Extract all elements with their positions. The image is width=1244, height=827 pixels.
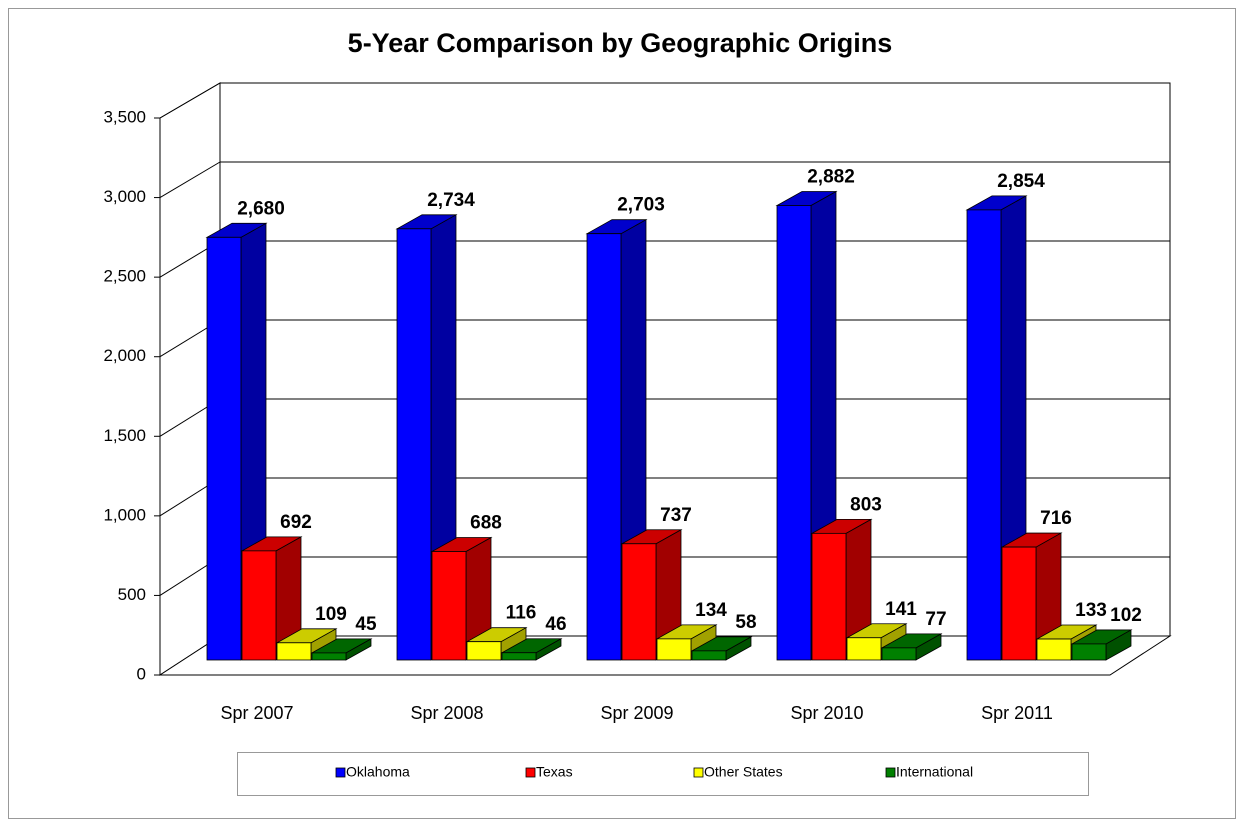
data-label: 737 — [660, 505, 692, 526]
x-tick-label: Spr 2011 — [981, 703, 1053, 723]
bar — [1071, 643, 1107, 661]
legend-label: International — [896, 764, 973, 780]
x-tick-label: Spr 2010 — [790, 703, 863, 723]
legend-label: Texas — [536, 764, 573, 780]
legend-label: Oklahoma — [346, 764, 410, 780]
y-tick-label: 2,500 — [103, 267, 146, 286]
data-label: 46 — [545, 614, 566, 635]
legend-swatch — [335, 767, 346, 778]
data-label: 2,734 — [427, 190, 475, 211]
data-label: 133 — [1075, 600, 1107, 621]
data-label: 134 — [695, 600, 727, 621]
grid-line — [159, 82, 221, 119]
legend-label: Other States — [704, 764, 783, 780]
grid-line — [159, 161, 221, 199]
y-tick-label: 1,000 — [103, 505, 146, 524]
bar — [656, 638, 692, 661]
data-label: 2,680 — [237, 198, 285, 219]
bar — [206, 236, 242, 661]
bar — [276, 642, 312, 661]
bar — [1036, 638, 1072, 661]
bar — [586, 233, 622, 661]
legend-swatch — [693, 767, 704, 778]
bar — [396, 228, 432, 661]
bar — [811, 532, 847, 661]
bar — [241, 550, 277, 661]
y-tick-label: 3,500 — [103, 107, 146, 126]
bar — [466, 641, 502, 661]
bar — [621, 543, 657, 661]
y-tick-label: 0 — [137, 664, 146, 683]
x-tick-label: Spr 2007 — [220, 703, 293, 723]
bar — [776, 205, 812, 661]
bar — [501, 652, 537, 661]
chart-title: 5-Year Comparison by Geographic Origins — [348, 28, 893, 58]
bar — [881, 647, 917, 661]
data-label: 116 — [506, 603, 537, 624]
y-tick-label: 3,000 — [103, 187, 146, 206]
data-label: 102 — [1110, 605, 1142, 626]
data-label: 45 — [355, 614, 377, 635]
data-label: 692 — [280, 512, 312, 533]
bar — [966, 209, 1002, 661]
bar — [311, 652, 347, 661]
bar — [846, 637, 882, 661]
data-label: 58 — [735, 612, 756, 633]
y-tick-label: 2,000 — [103, 346, 146, 365]
data-label: 2,703 — [617, 195, 665, 216]
legend-box — [237, 752, 1089, 796]
data-label: 716 — [1040, 508, 1072, 529]
data-label: 688 — [470, 513, 502, 534]
y-tick-label: 1,500 — [103, 426, 146, 445]
data-label: 2,882 — [807, 166, 855, 187]
bar — [1001, 546, 1037, 661]
legend-swatch — [885, 767, 896, 778]
legend-swatch — [525, 767, 536, 778]
data-label: 141 — [885, 599, 917, 620]
bar — [691, 650, 727, 661]
data-label: 2,854 — [997, 171, 1045, 192]
bar — [431, 551, 467, 661]
data-label: 109 — [315, 604, 347, 625]
y-tick-label: 500 — [118, 585, 146, 604]
x-tick-label: Spr 2009 — [600, 703, 673, 723]
x-tick-label: Spr 2008 — [410, 703, 483, 723]
data-label: 77 — [925, 609, 946, 630]
data-label: 803 — [850, 494, 882, 515]
